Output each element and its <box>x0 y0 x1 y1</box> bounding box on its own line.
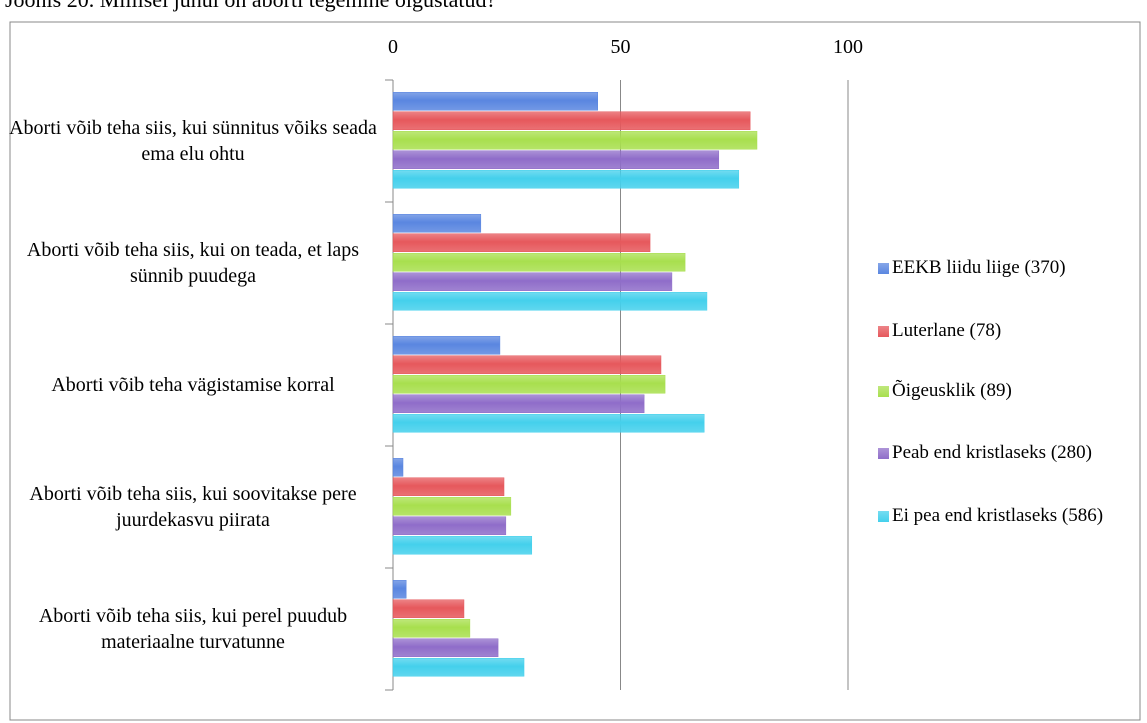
bar <box>392 292 708 311</box>
bar <box>392 170 740 189</box>
legend-label: Ei pea end kristlaseks (586) <box>892 505 1104 526</box>
bar <box>392 375 666 394</box>
bar <box>392 638 499 657</box>
bar <box>392 214 482 233</box>
y-tick-label: Aborti võib teha siis, kui on teada, et … <box>26 239 360 287</box>
legend-label: Luterlane (78) <box>892 320 1002 341</box>
bar <box>392 414 705 433</box>
bar <box>392 111 751 130</box>
legend-item: Õigeusklik (89) <box>878 378 1118 403</box>
bar <box>392 458 404 477</box>
bar <box>392 580 407 599</box>
bar <box>392 131 758 150</box>
x-tick-label: 50 <box>611 36 631 58</box>
legend-label: EEKB liidu liige (370) <box>892 257 1066 278</box>
legend-item: Peab end kristlaseks (280) <box>878 440 1118 465</box>
bar <box>392 150 720 169</box>
y-tick-label: Aborti võib teha siis, kui perel puudub … <box>38 605 348 653</box>
x-tick-label: 100 <box>833 36 863 58</box>
legend-item: Luterlane (78) <box>878 318 1118 343</box>
legend-swatch <box>878 511 889 522</box>
bar <box>392 516 507 535</box>
bar <box>392 355 662 374</box>
bar <box>392 92 598 111</box>
bar <box>392 619 471 638</box>
y-tick-label: Aborti võib teha vägistamise korral <box>51 374 335 396</box>
legend-item: Ei pea end kristlaseks (586) <box>878 503 1118 528</box>
y-tick-label: Aborti võib teha siis, kui sünnitus võik… <box>9 117 377 165</box>
legend-label: Õigeusklik (89) <box>892 380 1012 401</box>
x-tick-label: 0 <box>388 36 398 58</box>
legend-swatch <box>878 448 889 459</box>
bar <box>392 599 465 618</box>
legend-swatch <box>878 386 889 397</box>
bar <box>392 536 533 555</box>
chart-frame <box>9 21 1141 721</box>
y-tick-label: Aborti võib teha siis, kui soovitakse pe… <box>29 483 357 531</box>
legend-item: EEKB liidu liige (370) <box>878 255 1118 280</box>
legend-swatch <box>878 326 889 337</box>
chart-title: Joonis 20. Millisel juhul on aborti tege… <box>5 0 496 13</box>
bar <box>392 336 501 355</box>
bar <box>392 233 651 252</box>
bar <box>392 497 512 516</box>
bar <box>392 253 686 272</box>
bar <box>392 394 645 413</box>
bar <box>392 477 505 496</box>
bar <box>392 658 525 677</box>
bar <box>392 272 673 291</box>
legend-label: Peab end kristlaseks (280) <box>892 442 1092 463</box>
legend-swatch <box>878 263 889 274</box>
